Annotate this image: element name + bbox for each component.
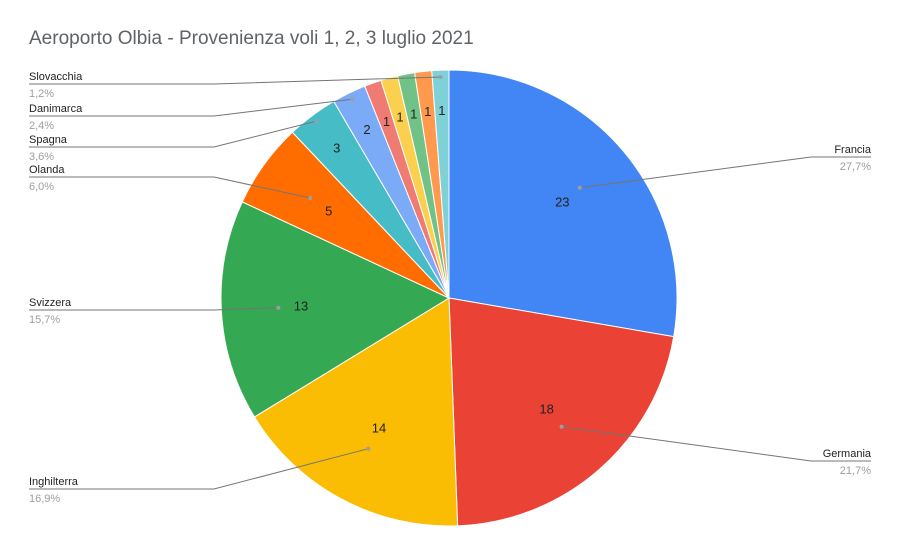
- pie-slice-inghilterra[interactable]: [253, 297, 459, 527]
- pie-slice-germania[interactable]: [448, 297, 675, 527]
- callout-line: [29, 307, 279, 311]
- callout-name: Inghilterra: [29, 476, 79, 488]
- callout-percent: 15,7%: [29, 314, 60, 326]
- callout-line: [579, 156, 871, 189]
- callout-dot: [577, 185, 582, 190]
- callout-line: [29, 76, 441, 85]
- callout-percent: 3,6%: [29, 151, 54, 163]
- slice-value-label: 1: [424, 104, 431, 119]
- pie-slice-slovacchia[interactable]: [431, 69, 450, 299]
- callout-percent: 1,2%: [29, 88, 54, 100]
- callout-line: [29, 120, 317, 148]
- callout-dot: [308, 196, 313, 200]
- callout-spagna: Spagna 3,6%: [29, 119, 319, 163]
- slice-value-label: 1: [410, 106, 417, 121]
- slice-value-label: 14: [372, 421, 386, 436]
- callout-percent: 21,7%: [840, 465, 871, 477]
- callout-line: [29, 176, 311, 199]
- slice-value-label: 1: [438, 103, 445, 118]
- callout-germania: Germania 21,7%: [559, 424, 872, 477]
- pie-slice-svizzera[interactable]: [220, 201, 451, 418]
- slice-value-label: 3: [333, 140, 340, 155]
- callout-line: [29, 98, 353, 117]
- slice-value-label: 18: [539, 402, 553, 417]
- callout-name: Germania: [823, 448, 872, 460]
- callout-name: Olanda: [29, 164, 65, 176]
- slice-value-label: 23: [555, 195, 569, 210]
- callout-dot: [559, 424, 564, 429]
- callout-francia: Francia 27,7%: [577, 144, 872, 190]
- callout-dot: [366, 446, 371, 451]
- callout-olanda: Olanda 6,0%: [29, 164, 313, 200]
- slice-value-label: 13: [294, 298, 308, 313]
- callout-dot: [314, 119, 319, 124]
- callout-danimarca: Danimarca 2,4%: [29, 97, 354, 132]
- pie-slice-francia[interactable]: [448, 69, 678, 338]
- callout-name: Danimarca: [29, 103, 83, 115]
- callout-percent: 16,9%: [29, 493, 60, 505]
- callout-name: Svizzera: [29, 297, 72, 309]
- callout-percent: 2,4%: [29, 120, 54, 132]
- callout-name: Slovacchia: [29, 71, 83, 83]
- callout-dot: [350, 97, 354, 102]
- callout-line: [29, 448, 369, 490]
- callout-percent: 6,0%: [29, 181, 54, 193]
- slice-value-label: 5: [325, 203, 332, 218]
- callout-dot: [276, 305, 281, 310]
- callout-percent: 27,7%: [840, 161, 871, 173]
- slice-value-label: 1: [396, 110, 403, 125]
- callout-dot: [438, 75, 443, 79]
- chart-title: Aeroporto Olbia - Provenienza voli 1, 2,…: [29, 28, 474, 49]
- callout-inghilterra: Inghilterra 16,9%: [29, 446, 371, 505]
- callout-slovacchia: Slovacchia 1,2%: [29, 71, 443, 100]
- callout-line: [561, 426, 871, 462]
- slice-value-label: 1: [383, 114, 390, 129]
- callout-name: Spagna: [29, 134, 68, 146]
- callout-name: Francia: [834, 144, 872, 156]
- callout-svizzera: Svizzera 15,7%: [29, 297, 281, 326]
- slice-value-label: 2: [363, 122, 370, 137]
